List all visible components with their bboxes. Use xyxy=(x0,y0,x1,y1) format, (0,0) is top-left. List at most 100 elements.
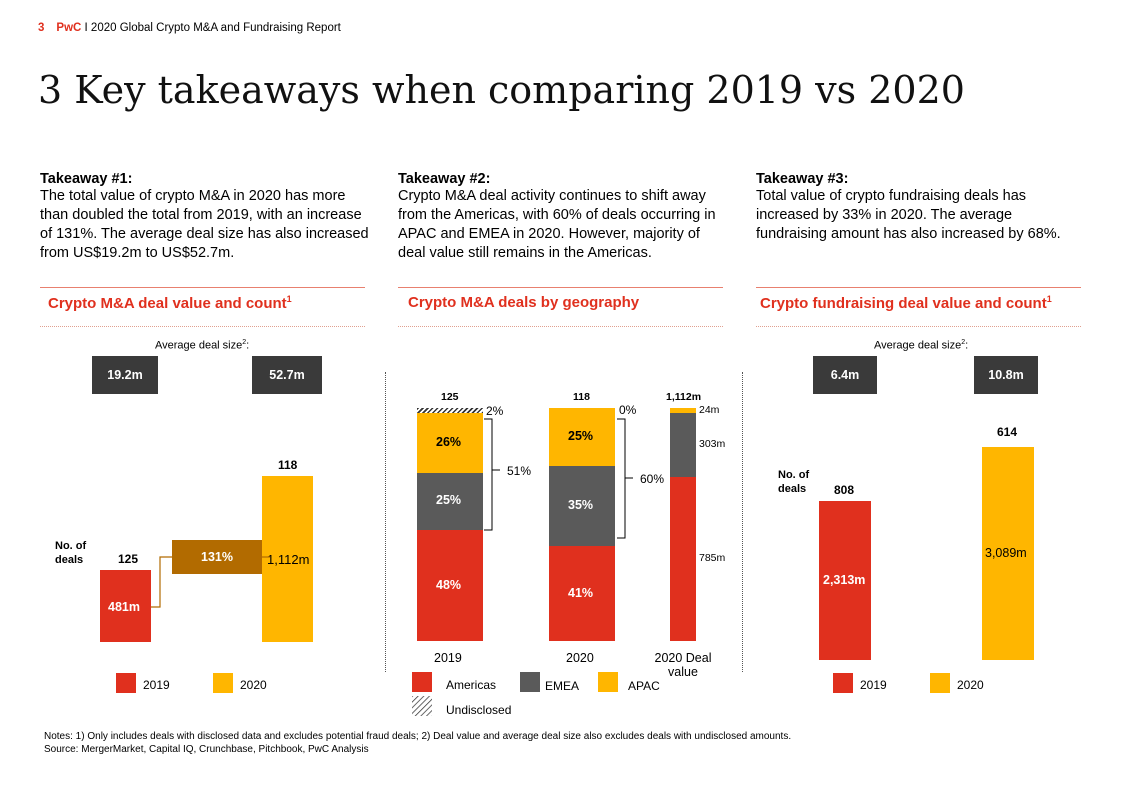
geo-undisclosed-2019-label: 2% xyxy=(486,404,504,418)
ma-legend-2019-swatch xyxy=(116,673,136,693)
page-title: 3 Key takeaways when comparing 2019 vs 2… xyxy=(38,68,965,112)
geo-chart-title: Crypto M&A deals by geography xyxy=(408,294,640,311)
takeaway-1-head: Takeaway #1: xyxy=(40,171,133,187)
takeaway-3: Takeaway #3: Total value of crypto fundr… xyxy=(756,171,1076,244)
geo-bar-2019-americas xyxy=(417,530,483,641)
geo-total-deal-value: 1,112m xyxy=(666,391,702,403)
fund-value-2020: 3,089m xyxy=(985,546,1027,560)
ma-legend-2019-label: 2019 xyxy=(143,678,170,692)
fund-chart-area: 808 614 2,313m 3,089m xyxy=(819,425,1034,660)
geo-legend-emea-label: EMEA xyxy=(545,679,580,693)
ma-avg-2020-box: 52.7m xyxy=(252,356,322,394)
geo-bar-2020-emea xyxy=(549,465,615,547)
geo-label-2020-apac: 25% xyxy=(568,428,594,443)
takeaway-3-head: Takeaway #3: xyxy=(756,171,849,187)
geo-legend-apac-swatch xyxy=(598,672,618,692)
fund-avg-2020-box: 10.8m xyxy=(974,356,1038,394)
notes-line: Notes: 1) Only includes deals with discl… xyxy=(44,731,792,742)
geo-brackets xyxy=(484,418,633,539)
ma-legend-2020-label: 2020 xyxy=(240,678,267,692)
geo-legend-undisclosed-label: Undisclosed xyxy=(446,703,512,717)
geo-label-2020-americas: 41% xyxy=(568,585,594,600)
source-line: Source: MergerMarket, Capital IQ, Crunch… xyxy=(44,743,369,755)
geo-bar-deal-value-emea xyxy=(670,413,696,477)
ma-bar-2020 xyxy=(262,476,313,642)
fund-legend-2019-swatch xyxy=(833,673,853,693)
fund-legend-2019-label: 2019 xyxy=(860,678,887,692)
geo-label-deal-value-emea: 303m xyxy=(699,437,726,450)
ma-value-2019: 481m xyxy=(108,600,140,614)
geo-legend-americas-swatch xyxy=(412,672,432,692)
geo-total-2019: 125 xyxy=(441,391,459,403)
geo-label-deal-value-americas: 785m xyxy=(699,551,726,564)
geo-bar-2020-apac xyxy=(549,408,615,466)
geo-label-2019-emea: 25% xyxy=(436,493,462,508)
ma-deals-label: No. of deals xyxy=(55,540,87,566)
geo-legend-undisclosed-swatch xyxy=(412,696,432,716)
geo-bar-2019-apac xyxy=(417,412,483,473)
takeaway-1: Takeaway #1: The total value of crypto M… xyxy=(40,171,370,263)
geo-total-2020: 118 xyxy=(573,391,590,403)
ma-legend-2020-swatch xyxy=(213,673,233,693)
geo-bar-deal-value-apac xyxy=(670,408,696,414)
fund-chart-title: Crypto fundraising deal value and count1 xyxy=(760,294,1052,312)
fund-legend-2020-label: 2020 xyxy=(957,678,984,692)
fund-legend-2020-swatch xyxy=(930,673,950,693)
page-number: 3 xyxy=(38,22,45,34)
geo-category-2020: 2020 xyxy=(566,651,594,665)
takeaway-3-body: Total value of crypto fundraising deals … xyxy=(756,188,1061,242)
geo-category-deal-value: 2020 Deal value xyxy=(654,651,712,679)
takeaway-2-body: Crypto M&A deal activity continues to sh… xyxy=(398,188,716,261)
rule-ma-bottom xyxy=(40,326,365,327)
geo-bar-2019-emea xyxy=(417,472,483,531)
fund-value-2019: 2,313m xyxy=(823,573,866,587)
footnotes: Notes: 1) Only includes deals with discl… xyxy=(44,731,791,756)
ma-avg-deal-label: Average deal size2: xyxy=(155,339,250,352)
geo-bar-2020-americas xyxy=(549,546,615,641)
geo-undisclosed-2020-label: 0% xyxy=(619,403,637,417)
ma-avg-2019-box: 19.2m xyxy=(92,356,158,394)
geo-label-2019-apac: 26% xyxy=(436,434,462,449)
geo-legend-apac-label: APAC xyxy=(628,679,660,693)
takeaway-2-head: Takeaway #2: xyxy=(398,171,491,187)
geo-category-2019: 2019 xyxy=(434,651,462,665)
report-name: I 2020 Global Crypto M&A and Fundraising… xyxy=(84,22,341,34)
ma-connector-lines xyxy=(151,556,270,608)
fund-avg-2019-box: 6.4m xyxy=(813,356,877,394)
geo-bracket-2019-label: 51% xyxy=(507,464,532,478)
ma-count-2019: 125 xyxy=(118,552,139,567)
rule-ma-top xyxy=(40,287,365,288)
takeaway-1-body: The total value of crypto M&A in 2020 ha… xyxy=(40,188,369,261)
rule-geo-bottom xyxy=(398,326,723,327)
takeaway-2: Takeaway #2: Crypto M&A deal activity co… xyxy=(398,171,728,263)
fund-count-2020: 614 xyxy=(997,425,1018,439)
geo-bracket-2020-label: 60% xyxy=(640,472,665,486)
geo-label-deal-value-apac: 24m xyxy=(699,404,720,416)
geo-label-2020-emea: 35% xyxy=(568,498,594,513)
rule-fund-top xyxy=(756,287,1081,288)
geo-chart-area: 48% 25% 26% 125 2019 41% 35% 25% 118 2020 785m 303m… xyxy=(417,391,726,679)
ma-chart-title: Crypto M&A deal value and count1 xyxy=(48,294,292,312)
geo-bar-deal-value-americas xyxy=(670,476,696,641)
separator-right xyxy=(742,372,743,672)
ma-bar-2019 xyxy=(100,570,151,642)
geo-legend-emea-swatch xyxy=(520,672,540,692)
ma-chart-area: 125 118 481m 1,112m 131% xyxy=(0,0,380,700)
ma-growth-box: 131% xyxy=(172,540,262,574)
fund-bar-2020 xyxy=(982,447,1034,660)
fund-deals-label: No. of deals xyxy=(778,469,810,495)
rule-geo-top xyxy=(398,287,723,288)
rule-fund-bottom xyxy=(756,326,1081,327)
geo-bar-2019-undisclosed xyxy=(417,408,483,413)
ma-growth-label: 131% xyxy=(201,550,233,564)
geo-legend-americas-label: Americas xyxy=(446,678,497,692)
fund-count-2019: 808 xyxy=(834,482,855,497)
fund-avg-deal-label: Average deal size2: xyxy=(874,339,969,352)
report-header: 3 PwC I 2020 Global Crypto M&A and Fundra… xyxy=(38,22,341,34)
ma-count-2020: 118 xyxy=(278,458,298,472)
fund-bar-2019 xyxy=(819,500,871,660)
separator-left xyxy=(385,372,386,672)
geo-label-2019-americas: 48% xyxy=(436,577,462,592)
brand-name: PwC xyxy=(56,22,82,34)
ma-value-2020: 1,112m xyxy=(267,552,310,567)
